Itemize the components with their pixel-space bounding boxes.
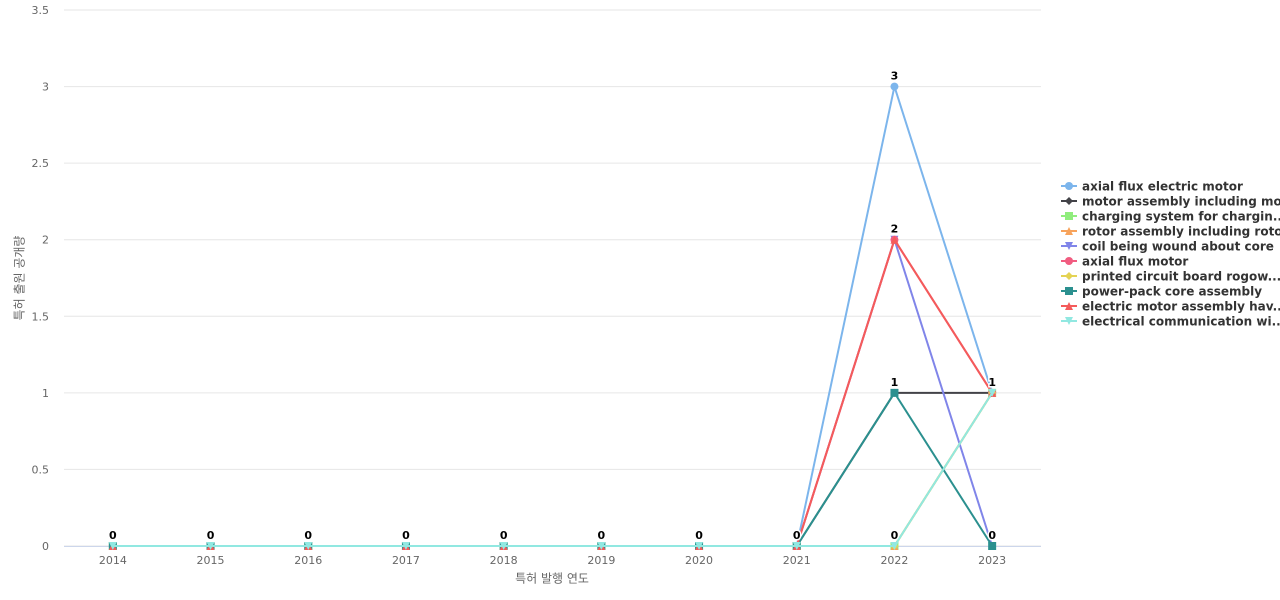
marker: [401, 542, 410, 550]
y-tick-label: 1.5: [32, 310, 50, 323]
y-axis-title: 특허 출원 공개량: [13, 236, 27, 321]
data-label: 0: [500, 529, 508, 542]
marker: [988, 388, 997, 397]
marker: [1065, 287, 1073, 295]
marker: [1065, 272, 1073, 280]
legend-item: printed circuit board rogow...: [1061, 270, 1280, 284]
data-label: 0: [402, 529, 410, 542]
legend-label: electrical communication wi...: [1082, 315, 1280, 329]
legend-label: rotor assembly including rotor: [1082, 225, 1280, 239]
legend-label: motor assembly including mo...: [1082, 195, 1280, 209]
x-tick-label: 2019: [587, 554, 615, 567]
marker: [304, 542, 313, 550]
marker: [1065, 257, 1073, 265]
x-tick-label: 2022: [880, 554, 908, 567]
y-tick-label: 3.5: [32, 4, 50, 17]
marker: [597, 542, 606, 550]
legend-label: axial flux electric motor: [1082, 180, 1243, 194]
y-tick-label: 3: [42, 81, 49, 94]
legend-item: axial flux electric motor: [1061, 180, 1243, 194]
y-tick-label: 2: [42, 234, 49, 247]
y-tick-label: 1: [42, 387, 49, 400]
marker: [890, 235, 899, 244]
series-line: [112, 392, 993, 547]
x-tick-label: 2021: [783, 554, 811, 567]
legend-item: electric motor assembly hav...: [1061, 300, 1280, 314]
legend-label: coil being wound about core: [1082, 240, 1274, 254]
x-tick-label: 2016: [294, 554, 322, 567]
series: [108, 388, 997, 550]
legend-item: power-pack core assembly: [1061, 285, 1262, 299]
x-tick-label: 2023: [978, 554, 1006, 567]
marker: [1065, 227, 1073, 235]
legend-item: coil being wound about core: [1061, 240, 1274, 254]
data-label: 3: [891, 70, 899, 83]
marker: [695, 542, 704, 550]
marker: [792, 542, 801, 550]
data-label: 2: [891, 223, 899, 236]
marker: [108, 542, 117, 550]
marker: [1065, 317, 1073, 325]
marker: [988, 542, 997, 550]
x-tick-label: 2015: [197, 554, 225, 567]
legend-label: printed circuit board rogow...: [1082, 270, 1280, 284]
legend-item: axial flux motor: [1061, 255, 1188, 269]
x-axis-title: 특허 발행 연도: [515, 571, 589, 586]
data-label: 0: [109, 529, 117, 542]
data-label: 0: [207, 529, 215, 542]
legend-item: motor assembly including mo...: [1061, 195, 1280, 209]
legend-item: rotor assembly including rotor: [1061, 225, 1280, 239]
data-label: 1: [891, 376, 899, 389]
data-label: 0: [304, 529, 312, 542]
legend-item: charging system for chargin...: [1061, 210, 1280, 224]
marker: [890, 82, 899, 91]
legend-label: axial flux motor: [1082, 255, 1188, 269]
y-tick-label: 0: [42, 540, 49, 553]
x-tick-label: 2017: [392, 554, 420, 567]
marker: [1065, 302, 1073, 310]
legend-label: power-pack core assembly: [1082, 285, 1262, 299]
marker: [1065, 242, 1073, 250]
x-tick-label: 2020: [685, 554, 713, 567]
marker: [206, 542, 215, 550]
legend-label: electric motor assembly hav...: [1082, 300, 1280, 314]
data-label: 0: [988, 529, 996, 542]
legend-label: charging system for chargin...: [1082, 210, 1280, 224]
marker: [1065, 212, 1073, 220]
x-tick-label: 2018: [490, 554, 518, 567]
data-label: 0: [891, 529, 899, 542]
x-tick-label: 2014: [99, 554, 127, 567]
y-tick-label: 2.5: [32, 157, 50, 170]
y-tick-label: 0.5: [32, 463, 50, 476]
marker: [890, 388, 899, 397]
legend-item: electrical communication wi...: [1061, 315, 1280, 329]
data-label: 0: [793, 529, 801, 542]
marker: [1065, 197, 1073, 205]
data-label: 1: [988, 376, 996, 389]
marker: [890, 542, 899, 550]
data-label: 0: [695, 529, 703, 542]
data-label: 0: [598, 529, 606, 542]
marker: [499, 542, 508, 550]
marker: [1065, 182, 1073, 190]
